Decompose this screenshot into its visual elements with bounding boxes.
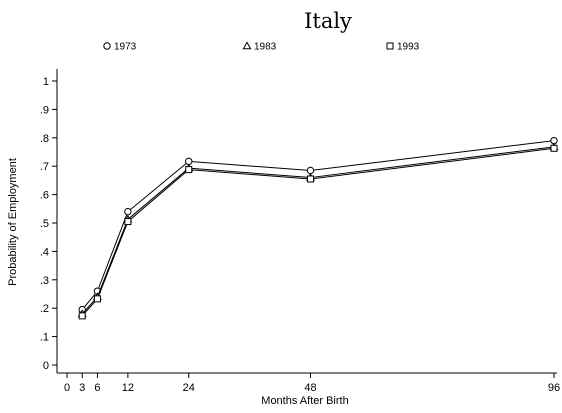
series-line-1993	[81, 147, 555, 317]
legend-marker-circle	[103, 42, 111, 50]
legend: 1973 1983 1993	[103, 41, 420, 53]
series-line-1983	[81, 146, 555, 315]
series-1973	[78, 136, 558, 314]
x-axis-ticks: 0 3 6 12 24 48 96	[64, 373, 560, 394]
y-axis-title: Probability of Employment	[7, 158, 19, 286]
y-tick-label: 0	[43, 360, 49, 372]
data-point-1973	[124, 207, 132, 216]
chart-title: Italy	[304, 9, 352, 33]
y-tick-label: .4	[40, 246, 49, 258]
legend-item-1983: 1983	[242, 41, 277, 53]
data-point-1993	[93, 295, 101, 303]
series-layer	[77, 136, 559, 320]
y-axis-ticks: 0 .1 .2 .3 .4 .5 .6 .7 .8 .9 1	[40, 76, 57, 372]
legend-label: 1973	[114, 42, 137, 53]
y-tick-label: .9	[40, 104, 49, 116]
y-tick-label: 1	[43, 76, 49, 88]
x-axis-title: Months After Birth	[261, 395, 348, 407]
x-tick-label: 12	[122, 382, 134, 394]
data-point-1993	[185, 166, 193, 174]
y-tick-label: .2	[40, 303, 49, 315]
series-line-1973	[81, 140, 555, 310]
y-tick-label: .6	[40, 190, 49, 202]
y-tick-label: .5	[40, 218, 49, 230]
legend-marker-triangle	[242, 41, 252, 50]
x-tick-label: 6	[94, 382, 100, 394]
legend-label: 1993	[397, 42, 420, 53]
data-point-1993	[550, 144, 558, 152]
x-tick-label: 0	[64, 382, 70, 394]
data-point-1993	[78, 312, 86, 320]
x-tick-label: 3	[79, 382, 85, 394]
y-tick-label: .8	[40, 133, 49, 145]
x-tick-label: 48	[304, 382, 316, 394]
data-point-1993	[124, 218, 132, 226]
y-tick-label: .7	[40, 161, 49, 173]
x-tick-label: 96	[548, 382, 560, 394]
x-tick-label: 24	[183, 382, 195, 394]
y-tick-label: .3	[40, 275, 49, 287]
legend-item-1973: 1973	[103, 42, 137, 53]
data-point-1993	[307, 175, 314, 183]
legend-marker-square	[386, 42, 394, 50]
data-point-1973	[306, 166, 315, 175]
legend-item-1993: 1993	[386, 42, 420, 53]
y-tick-label: .1	[40, 332, 49, 344]
series-1993	[78, 144, 558, 320]
legend-label: 1983	[254, 42, 277, 53]
